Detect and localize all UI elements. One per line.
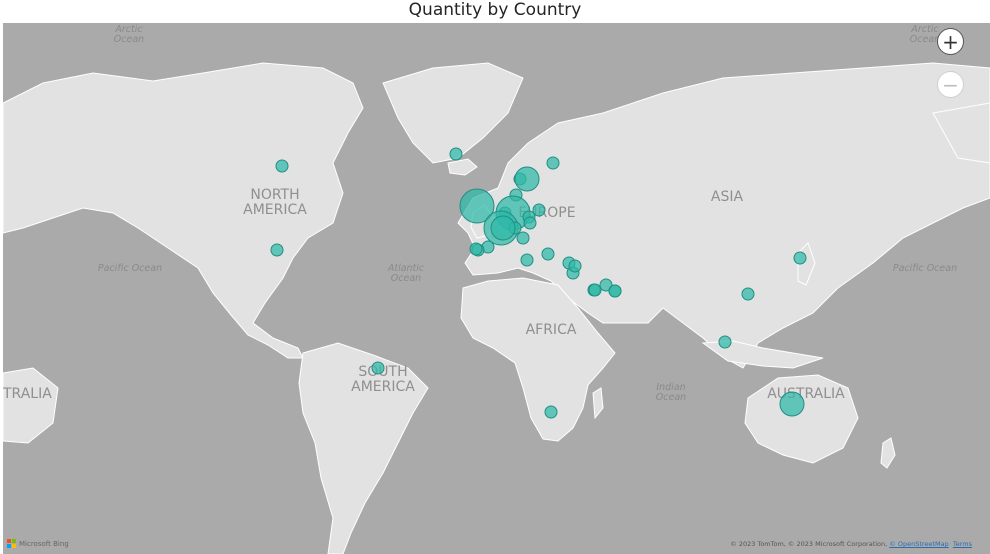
bubble-czech-republic[interactable] xyxy=(523,216,537,230)
bubble-hong-kong[interactable] xyxy=(741,287,755,301)
asia-label: ASIA xyxy=(711,189,744,205)
minus-icon: − xyxy=(942,72,959,97)
bubble-malta[interactable] xyxy=(520,253,534,267)
east-siberia-landmass xyxy=(932,102,990,164)
bubble-united-states[interactable] xyxy=(270,243,284,257)
new-zealand-landmass xyxy=(880,437,896,469)
bubble-greece[interactable] xyxy=(541,247,555,261)
map-attribution: © 2023 TomTom, © 2023 Microsoft Corporat… xyxy=(730,540,972,548)
north-america-label-2: AMERICA xyxy=(243,202,307,218)
indonesia-landmass xyxy=(701,340,824,369)
iceland-landmass xyxy=(447,158,478,176)
bubble-canada[interactable] xyxy=(275,159,289,173)
arctic-ocean-label-left-2: Ocean xyxy=(114,34,144,45)
arctic-ocean-label-right-2: Ocean xyxy=(910,34,940,45)
north-america-label: NORTH xyxy=(250,187,299,203)
south-america-label-2: AMERICA xyxy=(351,379,415,395)
land-layer xyxy=(3,62,990,554)
australia-wrap-landmass xyxy=(3,367,59,444)
bing-logo: Microsoft Bing xyxy=(7,539,69,548)
bubble-spain[interactable] xyxy=(490,215,516,241)
pacific-ocean-label-right: Pacific Ocean xyxy=(893,263,957,274)
bubble-south-africa[interactable] xyxy=(544,405,558,419)
arctic-ocean-label-left: Arctic xyxy=(114,24,143,35)
bing-text: Microsoft Bing xyxy=(19,539,69,548)
zoom-in-button[interactable]: + xyxy=(937,28,964,55)
indian-ocean-label-2: Ocean xyxy=(656,392,686,403)
bubble-italy[interactable] xyxy=(516,231,530,245)
south-america-landmass xyxy=(298,342,429,554)
greenland-landmass xyxy=(382,62,524,164)
atlantic-ocean-label: Atlantic xyxy=(387,263,425,274)
africa-label: AFRICA xyxy=(526,322,577,338)
australia-label: AUSTRALIA xyxy=(767,386,845,402)
bubble-layer[interactable] xyxy=(270,147,807,419)
atlantic-ocean-label-2: Ocean xyxy=(391,273,421,284)
bubble-brazil[interactable] xyxy=(371,361,385,375)
africa-landmass xyxy=(460,277,616,442)
terms-link[interactable]: Terms xyxy=(952,540,972,548)
australia-landmass xyxy=(744,374,859,464)
openstreetmap-link[interactable]: © OpenStreetMap xyxy=(889,540,949,548)
bubble-singapore[interactable] xyxy=(718,335,732,349)
attribution-text: © 2023 TomTom, © 2023 Microsoft Corporat… xyxy=(730,540,890,548)
madagascar-landmass xyxy=(592,387,604,420)
bubble-japan[interactable] xyxy=(793,251,807,265)
bubble-australia[interactable] xyxy=(779,391,805,417)
chart-title: Quantity by Country xyxy=(408,0,582,20)
arctic-ocean-label-right: Arctic xyxy=(910,24,939,35)
bubble-lebanon[interactable] xyxy=(568,259,582,273)
bubble-portugal[interactable] xyxy=(469,242,483,256)
bubble-finland[interactable] xyxy=(546,156,560,170)
bubble-oman[interactable] xyxy=(608,284,622,298)
bubble-poland[interactable] xyxy=(532,203,546,217)
zoom-out-button[interactable]: − xyxy=(937,71,964,98)
bubble-sweden[interactable] xyxy=(514,166,540,192)
bubble-united-arab-emirates[interactable] xyxy=(588,283,602,297)
bubble-iceland[interactable] xyxy=(449,147,463,161)
plus-icon: + xyxy=(942,29,959,54)
bubble-saudi-arabia[interactable] xyxy=(599,278,613,292)
microsoft-logo-icon xyxy=(7,539,16,548)
australia-wrap-label: TRALIA xyxy=(3,386,52,402)
world-map[interactable]: Arctic Ocean Arctic Ocean Pacific Ocean … xyxy=(3,23,990,554)
indian-ocean-label: Indian xyxy=(656,382,685,393)
pacific-ocean-label-left: Pacific Ocean xyxy=(98,263,162,274)
north-america-landmass xyxy=(3,62,364,359)
map-canvas[interactable]: Arctic Ocean Arctic Ocean Pacific Ocean … xyxy=(3,23,990,554)
bubble-united-kingdom[interactable] xyxy=(459,188,495,224)
